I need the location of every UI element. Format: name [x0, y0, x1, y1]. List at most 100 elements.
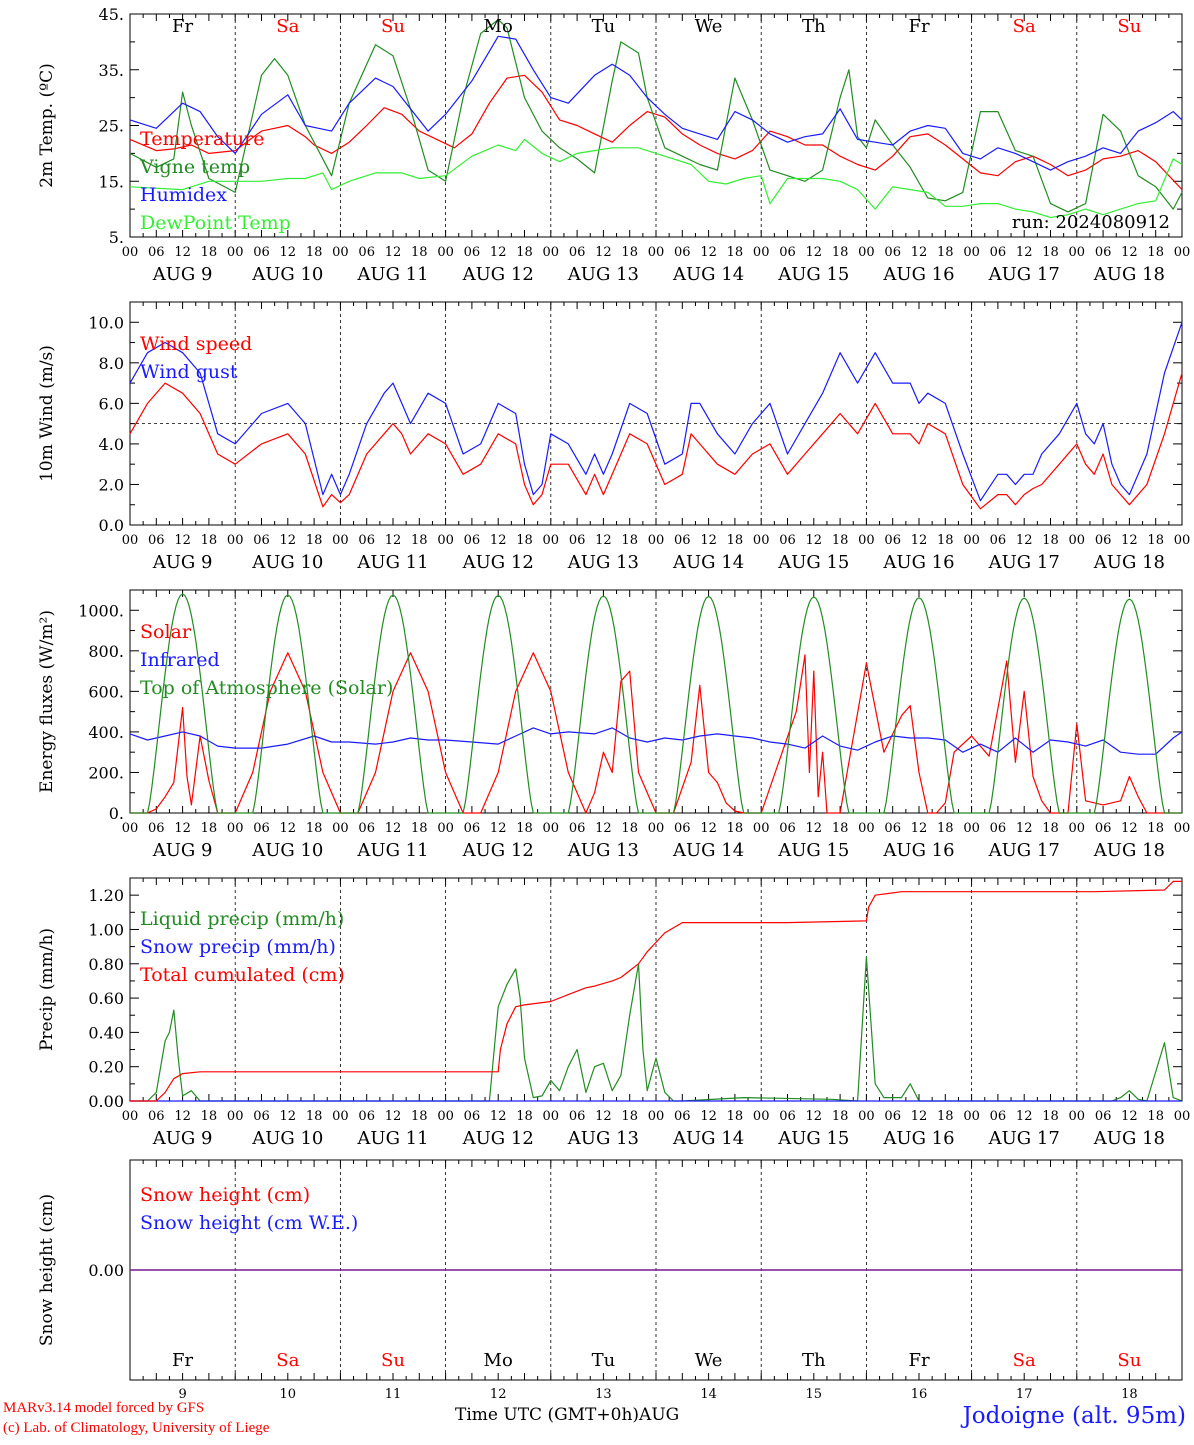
day-number: 14: [700, 1387, 717, 1402]
hour-tick-label: 06: [569, 1109, 586, 1124]
date-label: AUG 16: [882, 1128, 954, 1149]
date-label: AUG 16: [882, 840, 954, 861]
hour-tick-label: 12: [595, 533, 612, 548]
hour-tick-label: 00: [1069, 821, 1086, 836]
hour-tick-label: 06: [358, 1109, 375, 1124]
hour-tick-label: 06: [1095, 1109, 1112, 1124]
hour-tick-label: 06: [884, 245, 901, 260]
hour-tick-label: 06: [569, 821, 586, 836]
series-line-solar: [130, 652, 1182, 814]
series-line-humidex: [129, 35, 1183, 171]
hour-tick-label: 12: [490, 821, 507, 836]
hour-tick-label: 12: [385, 1109, 402, 1124]
hour-tick-label: 06: [148, 1109, 165, 1124]
y-tick-label: 200.: [88, 763, 124, 782]
hour-tick-label: 18: [1147, 821, 1164, 836]
hour-tick-label: 06: [779, 821, 796, 836]
hour-tick-label: 12: [1016, 821, 1033, 836]
hour-tick-label: 18: [727, 245, 744, 260]
hour-tick-label: 18: [937, 245, 954, 260]
hour-tick-label: 12: [806, 245, 823, 260]
hour-tick-label: 12: [385, 533, 402, 548]
hour-tick-label: 00: [963, 821, 980, 836]
legend-label: Top of Atmosphere (Solar): [140, 677, 393, 699]
hour-tick-label: 06: [884, 1109, 901, 1124]
hour-tick-label: 18: [201, 821, 218, 836]
legend-label: Wind gust: [140, 361, 238, 383]
y-tick-label: 0.40: [88, 1023, 124, 1042]
hour-tick-label: 18: [1042, 245, 1059, 260]
y-tick-label: 0.0: [99, 516, 124, 535]
hour-tick-label: 12: [806, 821, 823, 836]
hour-tick-label: 06: [253, 245, 270, 260]
hour-tick-label: 18: [832, 533, 849, 548]
y-tick-label: 0.00: [88, 1261, 124, 1280]
hour-tick-label: 06: [358, 533, 375, 548]
hour-tick-label: 12: [806, 1109, 823, 1124]
hour-tick-label: 18: [1042, 821, 1059, 836]
hour-tick-label: 18: [306, 245, 323, 260]
hour-tick-label: 12: [1016, 533, 1033, 548]
y-tick-label: 1.00: [88, 920, 124, 939]
hour-tick-label: 18: [1147, 245, 1164, 260]
series-line-wind-gust: [129, 322, 1183, 502]
hour-tick-label: 12: [174, 821, 191, 836]
date-label: AUG 13: [567, 552, 639, 573]
hour-tick-label: 00: [648, 1109, 665, 1124]
hour-tick-label: 06: [779, 1109, 796, 1124]
hour-tick-label: 12: [490, 1109, 507, 1124]
hour-tick-label: 18: [621, 245, 638, 260]
hour-tick-label: 06: [779, 533, 796, 548]
y-axis-label: 10m Wind (m/s): [37, 345, 57, 482]
panel-frame-2: [129, 301, 1183, 526]
hour-tick-label: 18: [306, 1109, 323, 1124]
hour-tick-label: 00: [437, 821, 454, 836]
hour-tick-label: 18: [621, 533, 638, 548]
hour-tick-label: 12: [911, 1109, 928, 1124]
hour-tick-label: 12: [385, 821, 402, 836]
hour-tick-label: 18: [727, 1109, 744, 1124]
hour-tick-label: 06: [1095, 533, 1112, 548]
hour-tick-label: 18: [201, 533, 218, 548]
month-label: AUG: [639, 1405, 680, 1425]
hour-tick-label: 12: [700, 533, 717, 548]
hour-tick-label: 12: [595, 821, 612, 836]
date-label: AUG 11: [356, 840, 428, 861]
hour-tick-label: 06: [990, 1109, 1007, 1124]
legend-label: Liquid precip (mm/h): [140, 908, 344, 930]
date-label: AUG 18: [1093, 840, 1165, 861]
weekday-label-top: We: [695, 16, 723, 37]
legend-label: Temperature: [140, 128, 264, 150]
date-label: AUG 13: [567, 840, 639, 861]
weekday-label-top: Su: [381, 16, 405, 37]
hour-tick-label: 00: [648, 533, 665, 548]
date-label: AUG 12: [462, 264, 534, 285]
day-number: 10: [280, 1387, 297, 1402]
y-tick-label: 0.00: [88, 1092, 124, 1111]
y-tick-label: 5.: [109, 228, 124, 247]
hour-tick-label: 18: [201, 245, 218, 260]
date-label: AUG 14: [672, 840, 744, 861]
hour-tick-label: 12: [1016, 1109, 1033, 1124]
weekday-label-bottom: Mo: [484, 1350, 513, 1371]
hour-tick-label: 06: [1095, 245, 1112, 260]
date-label: AUG 9: [152, 264, 213, 285]
weekday-label-bottom: Tu: [592, 1350, 616, 1371]
weekday-label-top: Fr: [908, 16, 929, 37]
hour-tick-label: 00: [437, 533, 454, 548]
hour-tick-label: 06: [674, 245, 691, 260]
hour-tick-label: 06: [990, 533, 1007, 548]
y-tick-label: 600.: [88, 682, 124, 701]
hour-tick-label: 18: [411, 821, 428, 836]
y-tick-label: 0.80: [88, 955, 124, 974]
legend-label: Humidex: [140, 184, 227, 206]
day-number: 18: [1121, 1387, 1138, 1402]
date-label: AUG 10: [251, 264, 323, 285]
day-number: 17: [1016, 1387, 1033, 1402]
hour-tick-label: 18: [621, 1109, 638, 1124]
series-line-dewpoint-temp: [129, 138, 1183, 219]
date-label: AUG 15: [777, 264, 849, 285]
hour-tick-label: 00: [332, 821, 349, 836]
day-number: 16: [911, 1387, 928, 1402]
hour-tick-label: 06: [148, 821, 165, 836]
